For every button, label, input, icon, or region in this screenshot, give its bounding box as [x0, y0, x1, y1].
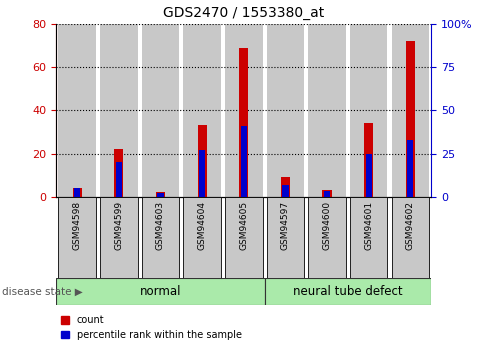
Bar: [199, 150, 205, 197]
FancyBboxPatch shape: [142, 197, 179, 278]
Text: GSM94599: GSM94599: [114, 201, 123, 250]
FancyBboxPatch shape: [183, 197, 221, 278]
Text: GSM94604: GSM94604: [197, 201, 207, 250]
FancyBboxPatch shape: [100, 197, 138, 278]
Bar: [281, 177, 290, 197]
Bar: [183, 24, 221, 197]
FancyBboxPatch shape: [56, 278, 265, 305]
Bar: [407, 140, 414, 197]
Bar: [156, 193, 165, 197]
Legend: count, percentile rank within the sample: count, percentile rank within the sample: [61, 315, 242, 340]
Text: GSM94605: GSM94605: [239, 201, 248, 250]
Text: GSM94597: GSM94597: [281, 201, 290, 250]
Bar: [225, 24, 263, 197]
Bar: [322, 190, 332, 197]
Bar: [73, 188, 82, 197]
Bar: [241, 126, 247, 197]
FancyBboxPatch shape: [308, 197, 346, 278]
Bar: [100, 24, 138, 197]
Text: neural tube defect: neural tube defect: [293, 285, 403, 298]
Text: normal: normal: [140, 285, 181, 298]
Text: GSM94601: GSM94601: [364, 201, 373, 250]
FancyBboxPatch shape: [350, 197, 388, 278]
Bar: [392, 24, 429, 197]
FancyBboxPatch shape: [58, 197, 96, 278]
FancyBboxPatch shape: [267, 197, 304, 278]
FancyBboxPatch shape: [265, 278, 431, 305]
Bar: [114, 149, 123, 197]
Bar: [406, 41, 415, 197]
Bar: [239, 48, 248, 197]
Bar: [366, 154, 372, 197]
Bar: [308, 24, 346, 197]
Bar: [364, 124, 373, 197]
Bar: [157, 193, 164, 197]
Bar: [142, 24, 179, 197]
Text: GSM94600: GSM94600: [322, 201, 332, 250]
Title: GDS2470 / 1553380_at: GDS2470 / 1553380_at: [163, 6, 324, 20]
Bar: [267, 24, 304, 197]
Bar: [197, 126, 207, 197]
Text: disease state ▶: disease state ▶: [2, 287, 83, 296]
Text: GSM94602: GSM94602: [406, 201, 415, 250]
Text: GSM94598: GSM94598: [73, 201, 82, 250]
Text: GSM94603: GSM94603: [156, 201, 165, 250]
Bar: [350, 24, 388, 197]
Bar: [116, 162, 122, 197]
Bar: [74, 188, 80, 197]
Bar: [324, 191, 330, 197]
Bar: [282, 185, 289, 197]
Bar: [58, 24, 96, 197]
FancyBboxPatch shape: [225, 197, 263, 278]
FancyBboxPatch shape: [392, 197, 429, 278]
